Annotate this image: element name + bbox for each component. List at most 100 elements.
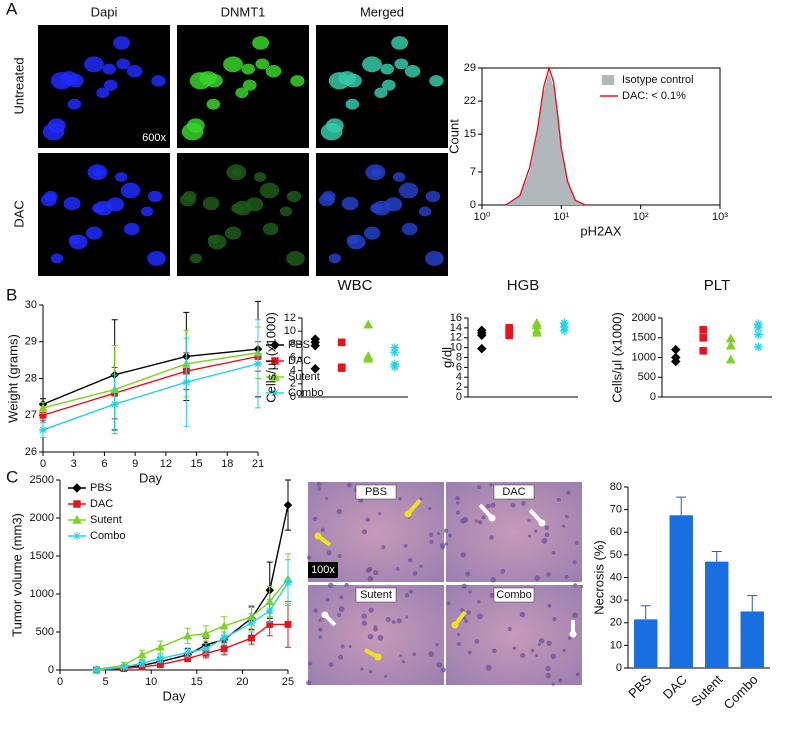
- y-tick-label: 4: [290, 365, 296, 377]
- marker: [201, 644, 210, 653]
- nucleus: [537, 642, 541, 647]
- y-axis-label: g/dl: [439, 347, 454, 368]
- x-tick-label: 25: [282, 676, 294, 688]
- cell: [255, 58, 270, 70]
- nucleus: [344, 582, 349, 588]
- mag-box: [308, 562, 338, 578]
- nucleus: [320, 527, 325, 532]
- y-tick-label: 60: [610, 526, 622, 538]
- marker: [310, 340, 321, 351]
- nucleus: [328, 662, 334, 667]
- line: [42, 348, 259, 405]
- arrow-head: [538, 519, 546, 527]
- nucleus: [538, 638, 545, 644]
- nucleus: [435, 642, 439, 647]
- nucleus: [545, 665, 551, 672]
- cell: [429, 75, 444, 87]
- y-tick-label: 40: [610, 571, 622, 583]
- nucleus: [313, 608, 318, 613]
- nucleus: [534, 575, 541, 581]
- nucleus: [466, 610, 472, 615]
- label-box: [355, 484, 397, 500]
- nucleus: [551, 550, 556, 555]
- nucleus: [467, 650, 472, 655]
- nucleus: [468, 590, 472, 594]
- x-tick-label: Sutent: [688, 672, 725, 709]
- nucleus: [455, 496, 460, 501]
- nucleus: [337, 613, 342, 618]
- marker: [220, 634, 229, 643]
- line: [505, 65, 586, 206]
- y-axis-label: Necrosis (%): [591, 540, 606, 614]
- marker: [201, 629, 211, 637]
- y-tick-label: 7: [470, 166, 476, 178]
- y-tick-label: 0: [456, 391, 462, 403]
- legend-marker: [270, 340, 280, 350]
- error-bar: [711, 550, 722, 562]
- nucleus: [546, 640, 552, 646]
- cell: [374, 87, 388, 99]
- nucleus: [408, 589, 414, 594]
- panel-label: A: [6, 0, 18, 18]
- nucleus: [317, 487, 322, 491]
- nucleus: [337, 554, 342, 558]
- nucleus: [429, 539, 434, 545]
- marker: [337, 338, 346, 347]
- nucleus: [457, 632, 461, 637]
- line: [96, 623, 288, 671]
- marker: [390, 362, 400, 372]
- nucleus: [360, 667, 364, 671]
- bar: [634, 619, 658, 668]
- marker: [247, 618, 256, 627]
- nucleus: [558, 678, 563, 683]
- nucleus: [318, 627, 323, 632]
- nucleus: [378, 511, 382, 516]
- y-tick-label: 80: [610, 481, 622, 493]
- marker: [699, 346, 708, 355]
- x-tick-label: 9: [132, 458, 138, 470]
- cell: [338, 71, 356, 86]
- marker: [156, 661, 164, 669]
- magnification: 100x: [311, 564, 335, 576]
- nucleus: [485, 503, 491, 509]
- cell: [84, 56, 104, 73]
- micrographs-c: PBS DAC Sutent Combo 100x: [306, 481, 584, 686]
- error-bar: [676, 496, 687, 516]
- y-tick-label: 50: [610, 549, 622, 561]
- cell: [147, 251, 166, 266]
- legend-marker: [271, 357, 279, 365]
- x-tick-label: 18: [221, 458, 233, 470]
- y-tick-label: 70: [610, 504, 622, 516]
- cell: [362, 56, 382, 73]
- bar: [740, 611, 764, 668]
- cell: [345, 98, 360, 110]
- nucleus: [405, 615, 409, 619]
- cell: [392, 172, 406, 182]
- nucleus: [462, 516, 469, 523]
- x-axis-label: pH2AX: [580, 223, 622, 238]
- x-axis-label: Day: [139, 470, 163, 485]
- x-tick-label: 10⁰: [474, 211, 491, 223]
- legend-label: DAC: [90, 498, 113, 510]
- cell: [87, 164, 108, 181]
- cell: [202, 196, 220, 211]
- nucleus: [566, 490, 571, 495]
- nucleus: [412, 571, 418, 576]
- arrow-head: [569, 630, 577, 638]
- cell: [92, 203, 105, 214]
- nucleus: [325, 597, 330, 602]
- nucleus: [396, 618, 403, 624]
- nucleus: [541, 537, 548, 544]
- nucleus: [519, 611, 526, 618]
- column-label: DNMT1: [221, 4, 266, 19]
- nucleus: [460, 552, 467, 558]
- legend-marker: [73, 500, 81, 508]
- nucleus: [572, 612, 578, 619]
- cell: [235, 87, 249, 99]
- legend-label: Sutent: [288, 371, 320, 383]
- nucleus: [428, 506, 432, 510]
- marker: [699, 326, 708, 334]
- nucleus: [346, 482, 352, 488]
- marker: [183, 631, 193, 640]
- nucleus: [489, 535, 494, 540]
